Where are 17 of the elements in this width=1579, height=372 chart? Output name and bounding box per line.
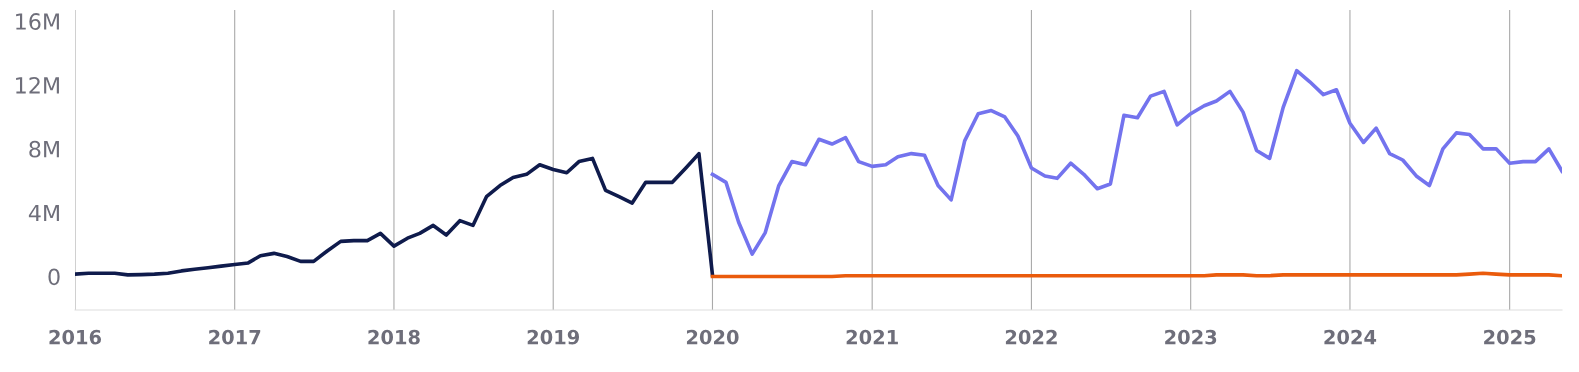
- y-tick-label: 0: [48, 268, 60, 286]
- x-tick-label: 2023: [1165, 329, 1217, 345]
- y-tick-label: 12M: [16, 76, 59, 94]
- x-tick-label: 2024: [1324, 329, 1377, 345]
- x-tick-label: 2021: [846, 329, 898, 345]
- x-tick-label: 2017: [209, 329, 261, 345]
- y-tick-label: 4M: [28, 204, 59, 222]
- y-tick-label: 16M: [16, 13, 59, 30]
- x-tick-label: 2022: [1005, 329, 1057, 345]
- x-tick-label: 2025: [1484, 329, 1536, 345]
- x-tick-label: 2016: [49, 329, 102, 345]
- y-tick-label: 8M: [29, 140, 59, 158]
- x-tick-label: 2020: [686, 329, 739, 345]
- x-tick-label: 2018: [368, 329, 420, 345]
- line-series: [710, 68, 1562, 256]
- line-series: [75, 151, 715, 277]
- x-tick-label: 2019: [527, 329, 580, 345]
